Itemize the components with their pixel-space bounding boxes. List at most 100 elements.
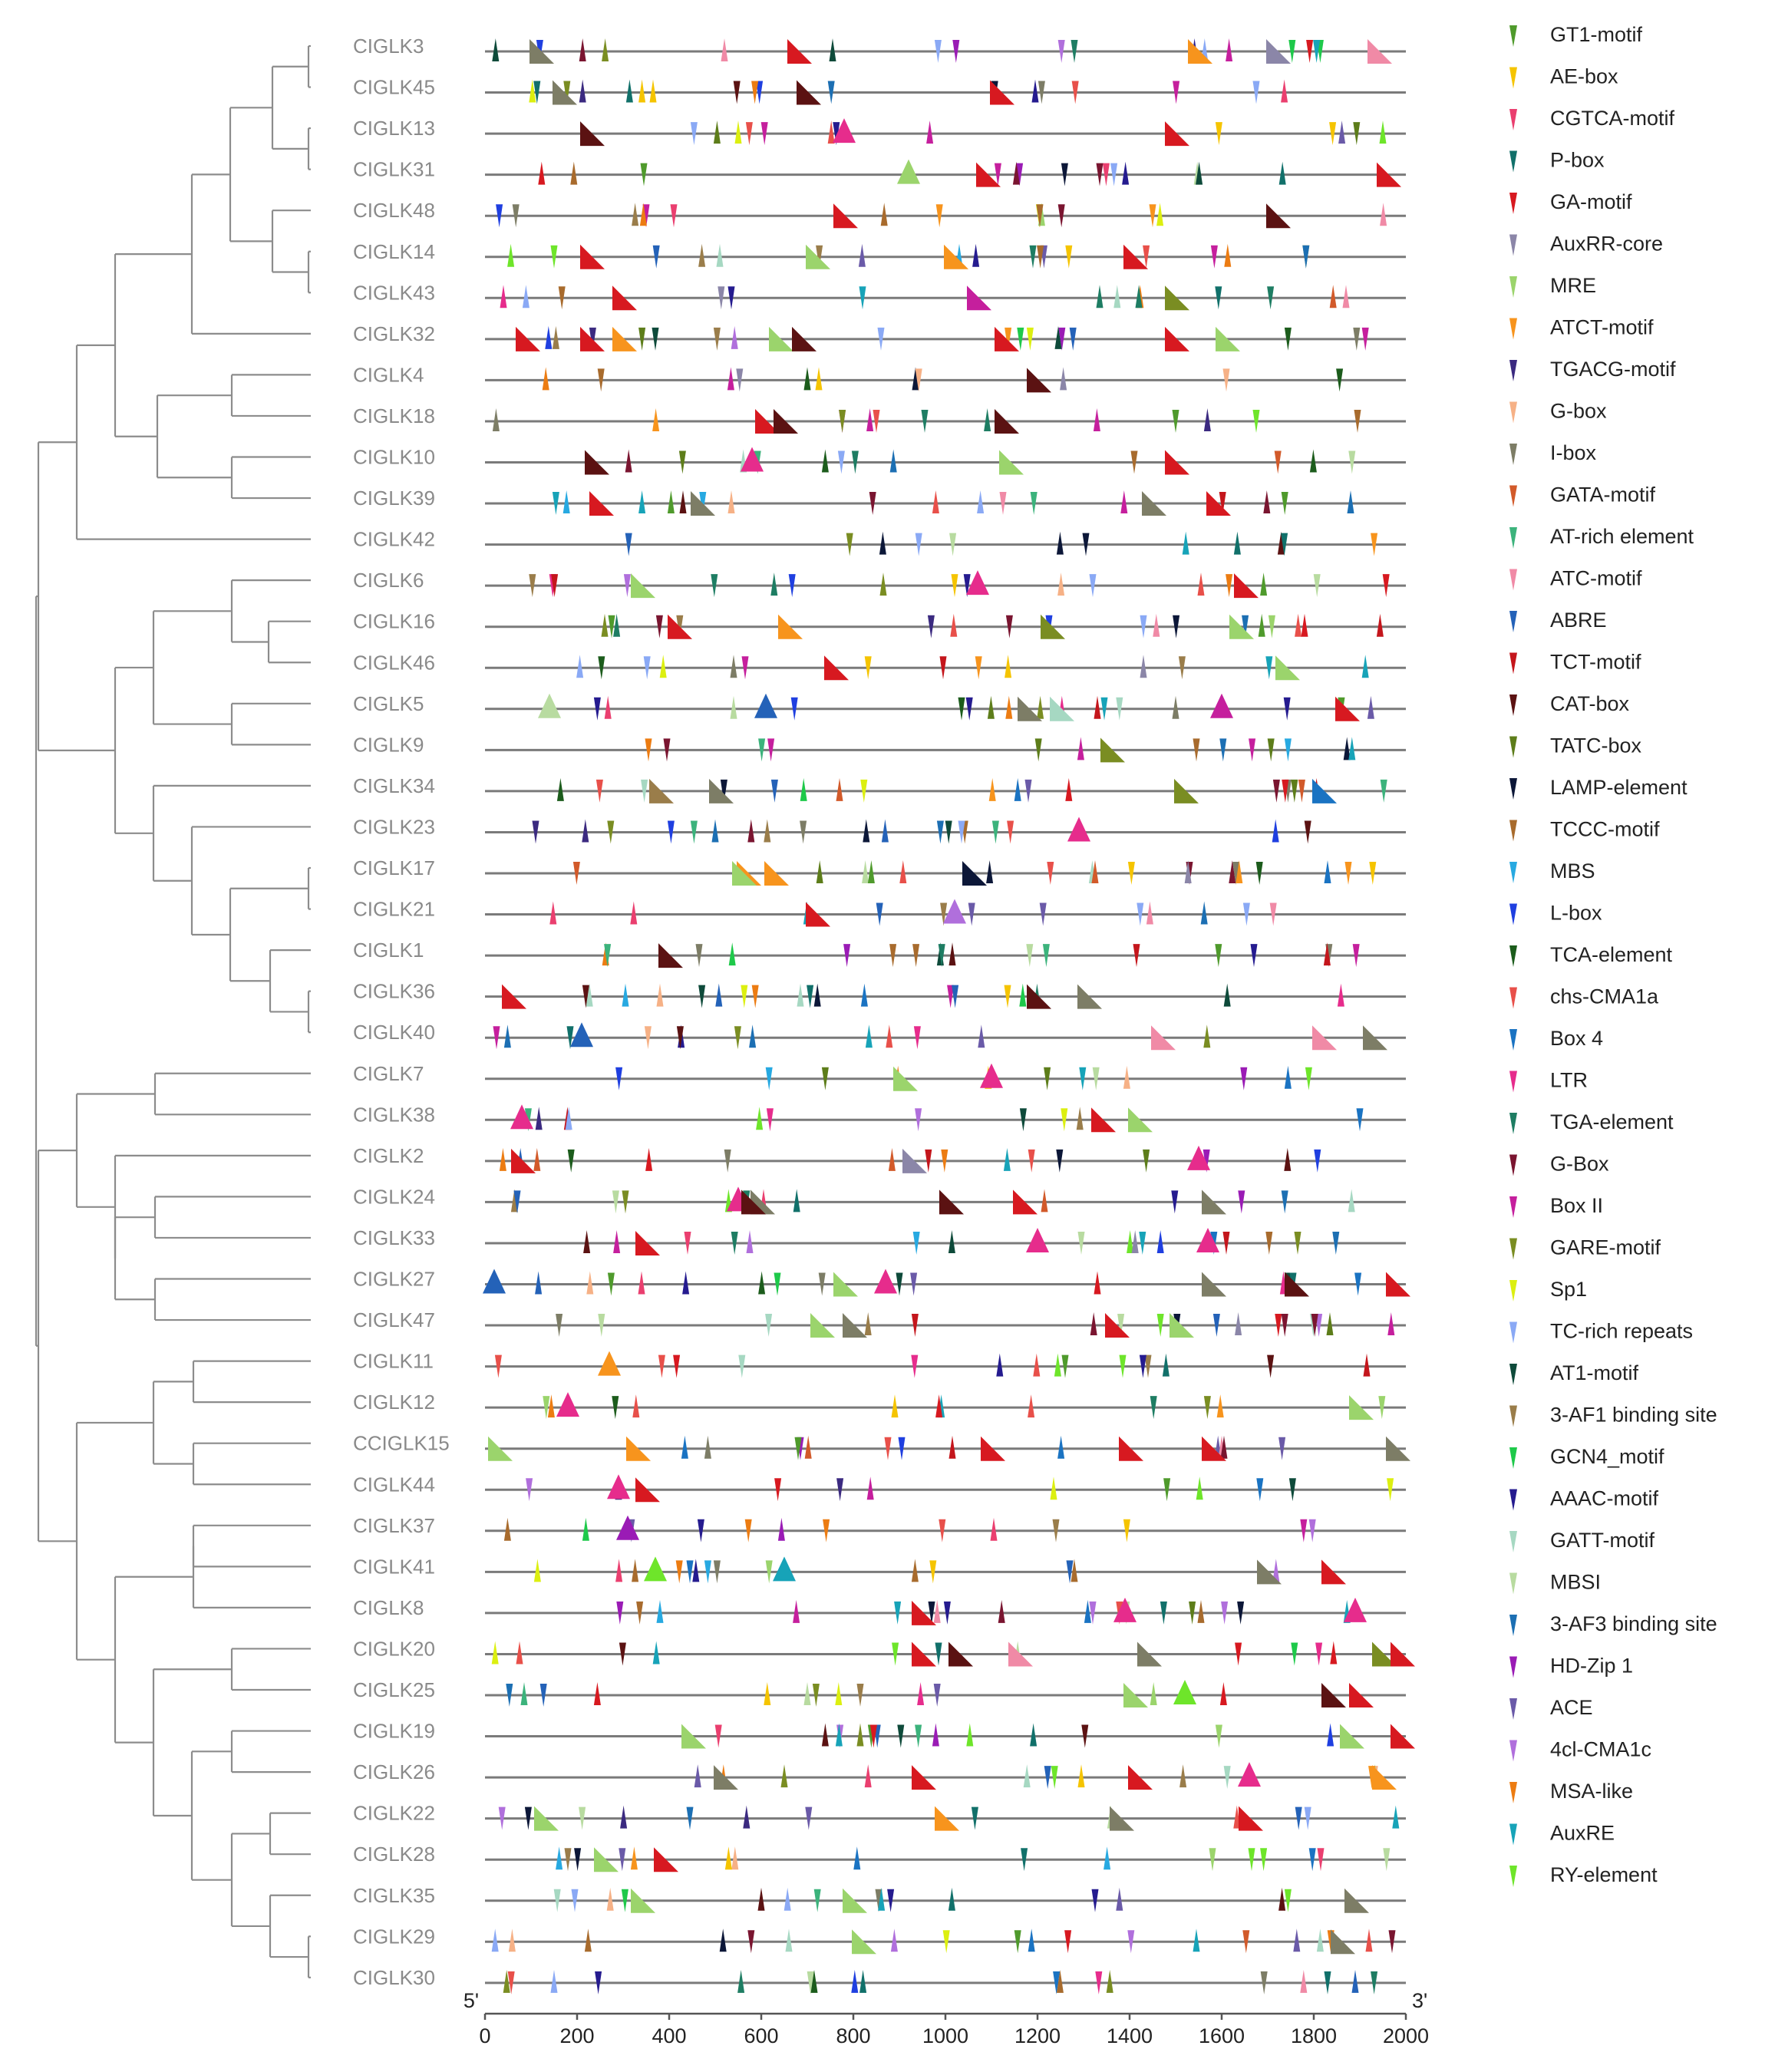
legend-label: ABRE — [1550, 609, 1607, 632]
motif-box-4 — [1308, 1848, 1316, 1872]
motif-ltr — [1337, 983, 1344, 1007]
motif-i-box — [1172, 695, 1179, 719]
motif-ga-motif — [1234, 573, 1259, 599]
motif-abre — [1351, 1969, 1359, 1993]
motif-ga-motif — [912, 1641, 936, 1667]
motif-gata-motif — [888, 1147, 896, 1171]
legend-label: TATC-box — [1550, 734, 1642, 757]
motif-box-4 — [1084, 1599, 1091, 1623]
motif-ga-motif — [1013, 1189, 1038, 1215]
tick-label: 1800 — [1291, 2024, 1337, 2047]
motif-sp1 — [659, 655, 667, 678]
gene-label: CIGLK41 — [353, 1555, 435, 1578]
motif-l-box — [898, 1437, 906, 1460]
motif-mre — [534, 1806, 559, 1831]
motif-chs-cma1a — [745, 122, 753, 146]
motif-aaac-motif — [833, 122, 840, 146]
motif-mbsi — [862, 860, 869, 883]
motif-4cl-cma1c — [1308, 1519, 1316, 1542]
motif-tgacg-motif — [532, 820, 539, 844]
gene-label: CIGLK4 — [353, 363, 424, 386]
motif-gare-motif — [607, 820, 615, 844]
legend-swatch — [1509, 569, 1517, 591]
motif-atct-motif — [1372, 1765, 1397, 1790]
motif-tct-motif — [1133, 944, 1140, 968]
motif-box-ii — [1352, 944, 1360, 968]
motif-tccc-motif — [1197, 1599, 1205, 1623]
motif-at-rich-element — [604, 944, 612, 968]
motif-mbsi — [1077, 1231, 1085, 1255]
motif-ltr — [607, 1474, 630, 1500]
motif-i-box — [709, 778, 734, 803]
motif-ae-box — [1127, 862, 1135, 885]
motif-mre — [769, 326, 793, 351]
motif-ga-motif — [833, 203, 858, 229]
gene-label: CIGLK35 — [353, 1884, 435, 1907]
motif-tct-motif — [1219, 492, 1226, 516]
motif-atct-motif — [975, 656, 982, 680]
motif-ae-box — [1065, 245, 1073, 269]
gene-label: CIGLK26 — [353, 1760, 435, 1783]
motif-i-box — [1038, 81, 1045, 104]
motif-atct-motif — [598, 1351, 621, 1376]
motif-tga-element — [770, 572, 778, 596]
legend-swatch — [1509, 1698, 1517, 1720]
motif-tccc-motif — [597, 368, 605, 392]
motif-gatt-motif — [1316, 1928, 1324, 1952]
motif-mre — [1268, 615, 1275, 638]
motif-abre — [952, 985, 959, 1008]
motif-ga-motif — [654, 1847, 678, 1872]
motif-tc-rich-repeats — [565, 1107, 572, 1130]
motif-tc-rich-repeats — [1137, 902, 1144, 926]
gene-labels: CIGLK3 CIGLK45 CIGLK13 CIGLK31 CIGLK48 CIGLK1… — [353, 35, 450, 1989]
motif-ry-element — [1252, 409, 1260, 433]
motif-atct-motif — [1371, 533, 1378, 556]
motif-mre — [543, 1396, 550, 1420]
motif-gare-motif — [1106, 1969, 1113, 1993]
motif-3-af1-binding-site — [856, 1684, 864, 1707]
motif-at-rich-element — [813, 1889, 821, 1912]
motif-cat-box — [792, 326, 817, 351]
motif-gata-motif — [1242, 1930, 1250, 1954]
motif-tatc-box — [821, 1067, 829, 1090]
motif-box-ii — [613, 1229, 621, 1253]
legend-label: LAMP-element — [1550, 776, 1687, 799]
motif-tatc-box — [1291, 779, 1298, 803]
motif-gt1-motif — [1172, 409, 1179, 433]
motif-g-box — [1388, 1930, 1396, 1954]
motif-p-box — [948, 1887, 955, 1911]
motif-i-box — [1344, 1888, 1369, 1913]
motif-ltr — [766, 1108, 774, 1132]
motif-at1-motif — [896, 1272, 903, 1296]
motif-auxrr-core — [1266, 39, 1291, 64]
motif-box-4 — [860, 983, 868, 1007]
motif-mbsi — [1348, 450, 1356, 474]
motif-ga-motif — [580, 326, 605, 351]
gene-label: CIGLK39 — [353, 487, 435, 510]
legend-swatch — [1509, 1572, 1517, 1595]
motif-gatt-motif — [1050, 696, 1074, 721]
gene-label: CIGLK36 — [353, 980, 435, 1003]
motif-ga-motif — [593, 1682, 601, 1705]
gene-label: CIGLK2 — [353, 1144, 424, 1167]
motif-auxre — [1361, 655, 1369, 678]
motif-atc-motif — [1151, 1025, 1176, 1051]
motif-atc-motif — [999, 492, 1007, 516]
motif-cat-box — [1304, 820, 1311, 844]
motif-cat-box — [1266, 203, 1291, 229]
motif-i-box — [1110, 1806, 1134, 1831]
motif-auxre — [552, 492, 559, 516]
motif-box-ii — [1120, 490, 1128, 514]
motif-gcn4-motif — [1288, 40, 1296, 63]
motif-lamp-element — [524, 1806, 532, 1830]
motif-ae-box — [764, 1682, 771, 1705]
motif-g-box — [1012, 161, 1020, 185]
motif-cat-box — [995, 408, 1019, 434]
motif-tga-element — [613, 613, 621, 637]
motif-ga-motif — [976, 162, 1001, 187]
motif-mbsi — [1117, 1314, 1125, 1338]
motif-tccc-motif — [1056, 1969, 1064, 1993]
motif-cat-box — [948, 942, 956, 966]
motif-tc-rich-repeats — [915, 533, 922, 556]
motif-ltr — [874, 1269, 897, 1294]
